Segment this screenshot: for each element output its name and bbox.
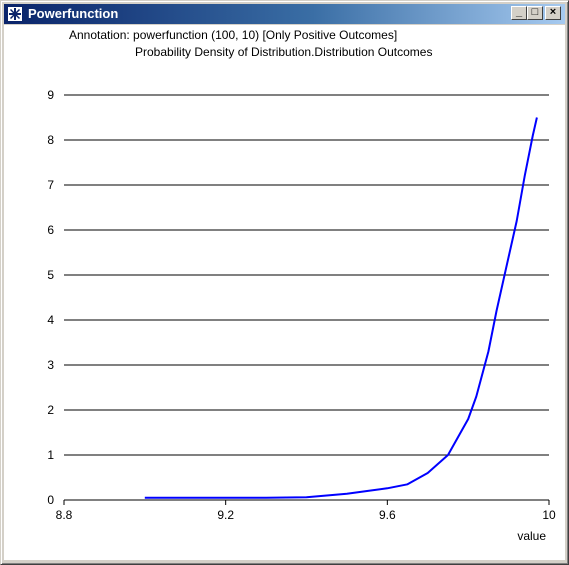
maximize-button[interactable]: □ xyxy=(527,6,543,20)
close-icon: × xyxy=(549,6,557,18)
close-button[interactable]: × xyxy=(545,6,561,20)
y-tick-label-7: 7 xyxy=(47,178,54,192)
y-tick-label-5: 5 xyxy=(47,268,54,282)
annotation-line-1: Annotation: powerfunction (100, 10) [Onl… xyxy=(69,28,398,42)
y-tick-label-9: 9 xyxy=(47,88,54,102)
app-icon[interactable] xyxy=(7,6,23,22)
star-icon xyxy=(9,8,21,20)
y-tick-label-8: 8 xyxy=(47,133,54,147)
minimize-button[interactable]: _ xyxy=(511,6,527,20)
maximize-icon: □ xyxy=(531,6,539,18)
x-tick-label-3: 10 xyxy=(542,508,556,522)
y-tick-label-0: 0 xyxy=(47,493,54,507)
title-bar[interactable]: Powerfunction _ □ × xyxy=(4,4,565,24)
y-tick-label-3: 3 xyxy=(47,358,54,372)
x-axis-label: value xyxy=(517,529,546,543)
chart-area: Annotation: powerfunction (100, 10) [Onl… xyxy=(4,25,565,560)
density-chart: 0 1 2 3 4 5 6 7 8 9 8.8 9.2 9.6 10 value xyxy=(47,88,556,543)
y-tick-label-6: 6 xyxy=(47,223,54,237)
minimize-icon: _ xyxy=(515,6,523,18)
y-tick-label-4: 4 xyxy=(47,313,54,327)
x-tick-label-2: 9.6 xyxy=(379,508,396,522)
y-tick-label-2: 2 xyxy=(47,403,54,417)
y-tick-label-1: 1 xyxy=(47,448,54,462)
x-tick-label-0: 8.8 xyxy=(56,508,73,522)
x-tick-label-1: 9.2 xyxy=(217,508,234,522)
annotation-line-2: Probability Density of Distribution.Dist… xyxy=(135,45,433,59)
series-line-0 xyxy=(144,117,538,499)
window-title: Powerfunction xyxy=(28,6,119,21)
